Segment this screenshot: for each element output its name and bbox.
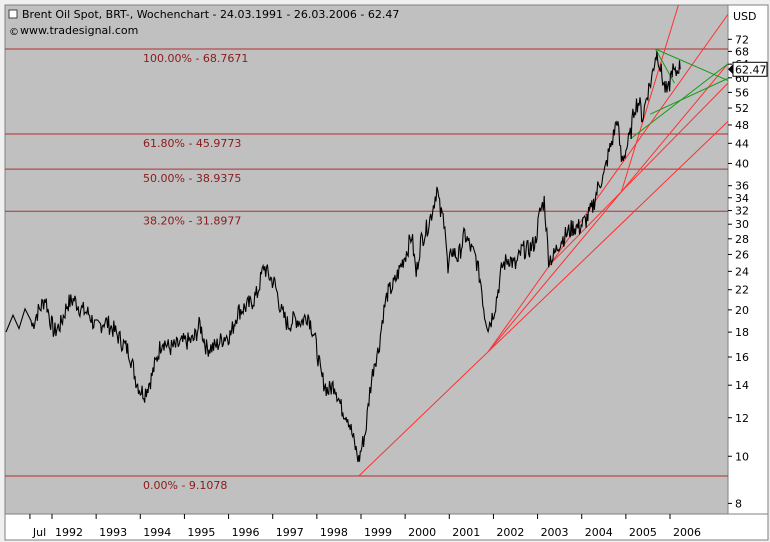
trend-line <box>487 63 729 353</box>
x-tick-label: 1995 <box>187 526 215 539</box>
trend-line <box>358 121 729 477</box>
chart-title: Brent Oil Spot, BRT-, Wochenchart - 24.0… <box>22 8 399 21</box>
fib-level-label: 50.00% - 38.9375 <box>143 172 241 185</box>
y-tick-label: 36 <box>735 180 749 193</box>
x-axis: Jul 1992 1993 1994 1995 1996 1997 1998 1999 2000 2… <box>29 514 701 539</box>
y-tick-label: 48 <box>735 119 749 132</box>
x-tick-label: 2001 <box>452 526 480 539</box>
x-axis-panel <box>4 513 769 541</box>
y-tick-label: 12 <box>735 412 749 425</box>
last-price-marker: 62.47 <box>728 61 768 77</box>
y-tick-label: 26 <box>735 248 749 261</box>
channel-line <box>654 48 675 84</box>
trend-line <box>487 13 729 353</box>
trend-line <box>550 82 729 264</box>
title-icon[interactable] <box>8 9 18 19</box>
y-tick-label: 14 <box>735 379 749 392</box>
x-tick-label: Jul <box>32 526 46 539</box>
trend-line <box>620 4 679 192</box>
x-tick-label: 1996 <box>232 526 260 539</box>
y-tick-label: 32 <box>735 205 749 218</box>
price-line <box>5 51 681 463</box>
trend-lines <box>358 4 729 477</box>
y-tick-label: 72 <box>735 33 749 46</box>
source-label: www.tradesignal.com <box>20 24 138 37</box>
x-tick-label: 2006 <box>673 526 701 539</box>
fib-level-label: 100.00% - 68.7671 <box>143 52 248 65</box>
price-series <box>5 51 681 463</box>
chart-header: Brent Oil Spot, BRT-, Wochenchart - 24.0… <box>8 8 399 38</box>
x-tick-label: 1992 <box>55 526 83 539</box>
y-tick-label: 40 <box>735 157 749 170</box>
fibonacci-levels: 100.00% - 68.7671 61.80% - 45.9773 50.00% … <box>5 48 728 492</box>
x-tick-label: 2002 <box>496 526 524 539</box>
y-tick-label: 10 <box>735 450 749 463</box>
x-tick-label: 1994 <box>143 526 171 539</box>
last-price-box <box>732 61 768 77</box>
y-tick-label: 8 <box>735 497 742 510</box>
fib-level-label: 61.80% - 45.9773 <box>143 137 241 150</box>
y-tick-label: 30 <box>735 218 749 231</box>
x-tick-label: 1998 <box>320 526 348 539</box>
y-tick-label: 56 <box>735 86 749 99</box>
y-tick-label: 18 <box>735 326 749 339</box>
y-tick-label: 52 <box>735 102 749 115</box>
x-tick-label: 1999 <box>364 526 392 539</box>
y-axis-unit: USD <box>733 10 757 23</box>
y-tick-label: 44 <box>735 137 749 150</box>
copyright-icon: © <box>9 27 19 38</box>
x-tick-label: 1993 <box>99 526 127 539</box>
x-tick-label: 2000 <box>408 526 436 539</box>
y-tick-label: 20 <box>735 304 749 317</box>
fib-level-label: 0.00% - 9.1078 <box>143 479 227 492</box>
y-axis-panel <box>727 4 769 515</box>
last-price-arrow <box>728 64 733 75</box>
channel-line <box>655 48 729 81</box>
fib-level-label: 38.20% - 31.8977 <box>143 214 241 227</box>
x-tick-label: 2003 <box>541 526 569 539</box>
y-tick-label: 34 <box>735 192 749 205</box>
plot-area <box>4 4 729 515</box>
y-tick-label: 68 <box>735 45 749 58</box>
y-tick-label: 22 <box>735 284 749 297</box>
y-tick-label: 24 <box>735 265 749 278</box>
y-tick-label: 28 <box>735 233 749 246</box>
y-tick-label: 16 <box>735 351 749 364</box>
channel-line <box>649 77 729 115</box>
last-price-label: 62.47 <box>735 63 767 76</box>
x-tick-label: 2005 <box>629 526 657 539</box>
x-tick-label: 2004 <box>585 526 613 539</box>
x-tick-label: 1997 <box>276 526 304 539</box>
